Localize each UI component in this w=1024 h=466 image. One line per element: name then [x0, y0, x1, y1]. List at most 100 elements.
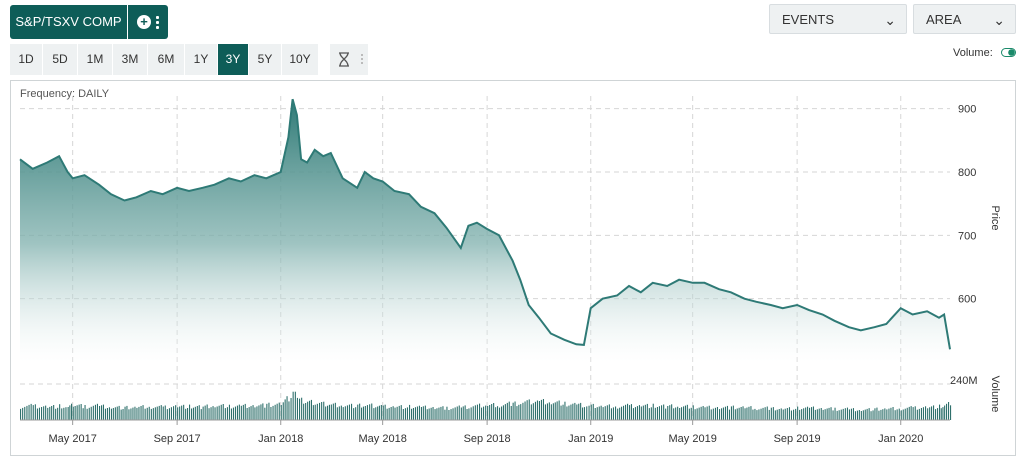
range-button-1d[interactable]: 1D	[10, 44, 42, 75]
hourglass-icon	[339, 52, 349, 67]
volume-bar	[476, 404, 478, 420]
volume-bar	[538, 401, 540, 420]
price-line	[19, 98, 951, 350]
volume-bar	[112, 408, 114, 420]
volume-bar	[854, 411, 856, 420]
volume-bar	[548, 402, 550, 420]
volume-bar	[276, 403, 278, 420]
volume-bar	[566, 406, 568, 420]
volume-bar	[187, 408, 189, 420]
volume-bar	[248, 407, 250, 420]
volume-bar	[177, 407, 179, 420]
volume-toggle[interactable]	[1001, 48, 1016, 57]
volume-bar	[940, 408, 942, 420]
y-tick-label: 600	[958, 294, 976, 306]
volume-bar	[330, 404, 332, 420]
volume-bar	[288, 401, 290, 420]
volume-bar	[942, 407, 944, 420]
volume-bar	[742, 406, 744, 420]
volume-bar	[175, 405, 177, 420]
volume-bar	[160, 405, 162, 420]
add-comparison-button[interactable]: +	[128, 5, 168, 39]
volume-bar	[126, 405, 128, 420]
range-button-3y[interactable]: 3Y	[218, 44, 248, 75]
range-button-5y[interactable]: 5Y	[249, 44, 281, 75]
volume-bar	[665, 408, 667, 420]
volume-bar	[694, 409, 696, 420]
volume-bar	[696, 408, 698, 420]
volume-bar	[754, 408, 756, 420]
volume-bar	[489, 405, 491, 420]
volume-bar	[286, 396, 288, 420]
events-dropdown[interactable]: EVENTS ⌄	[769, 4, 907, 34]
volume-bar	[838, 410, 840, 420]
volume-bar	[154, 407, 156, 420]
volume-bar	[902, 409, 904, 420]
volume-bar	[844, 408, 846, 420]
volume-bar	[908, 406, 910, 420]
range-button-1y[interactable]: 1Y	[185, 44, 217, 75]
range-button-3m[interactable]: 3M	[113, 44, 147, 75]
volume-bar	[866, 408, 868, 420]
volume-bar	[870, 411, 872, 420]
volume-bar	[642, 405, 644, 420]
volume-bar	[444, 409, 446, 420]
volume-bar	[446, 406, 448, 420]
volume-bar	[784, 408, 786, 420]
volume-bar	[55, 408, 57, 420]
volume-bar	[404, 408, 406, 420]
volume-bar	[442, 406, 444, 420]
volume-bar	[625, 404, 627, 420]
symbol-chip[interactable]: S&P/TSXV COMP	[10, 5, 127, 39]
volume-bar	[750, 406, 752, 420]
volume-bar	[210, 407, 212, 420]
volume-bar	[428, 408, 430, 420]
range-button-6m[interactable]: 6M	[148, 44, 184, 75]
volume-bar	[822, 409, 824, 420]
volume-bar	[746, 407, 748, 420]
volume-bar	[65, 407, 67, 420]
range-button-10y[interactable]: 10Y	[282, 44, 318, 75]
more-options-icon[interactable]	[156, 15, 159, 29]
range-button-5d[interactable]: 5D	[43, 44, 77, 75]
volume-bar	[20, 408, 22, 420]
volume-tick-label: 240M	[950, 375, 978, 387]
x-tick-label: May 2019	[669, 433, 717, 445]
volume-bar	[522, 402, 524, 420]
volume-bar	[722, 407, 724, 420]
volume-bar	[673, 408, 675, 420]
volume-bar	[812, 406, 814, 420]
volume-bar	[140, 406, 142, 420]
volume-bar	[96, 403, 98, 420]
volume-bar	[532, 403, 534, 420]
volume-bar	[371, 403, 373, 420]
volume-bar	[382, 405, 384, 420]
volume-bar	[686, 404, 688, 420]
volume-bar	[232, 407, 234, 420]
volume-bar	[675, 407, 677, 420]
range-button-1m[interactable]: 1M	[78, 44, 112, 75]
volume-bar	[406, 407, 408, 420]
volume-bar	[910, 406, 912, 420]
volume-bar	[353, 408, 355, 420]
chart-type-dropdown[interactable]: AREA ⌄	[913, 4, 1016, 34]
volume-bar	[280, 405, 282, 420]
volume-bar	[430, 407, 432, 420]
chevron-down-icon: ⌄	[993, 12, 1005, 28]
volume-bar	[667, 406, 669, 420]
volume-bar	[424, 405, 426, 420]
volume-bar	[74, 406, 76, 420]
volume-bar	[270, 407, 272, 420]
volume-bar	[309, 400, 311, 420]
custom-range-button[interactable]	[330, 44, 368, 75]
volume-bar	[724, 406, 726, 420]
volume-bar	[162, 406, 164, 420]
volume-bar	[658, 406, 660, 420]
volume-bar	[82, 408, 84, 420]
volume-bar	[258, 405, 260, 420]
volume-bar	[681, 407, 683, 420]
volume-bar	[888, 408, 890, 420]
volume-bar	[896, 409, 898, 420]
x-tick-label: Jan 2018	[258, 433, 303, 445]
